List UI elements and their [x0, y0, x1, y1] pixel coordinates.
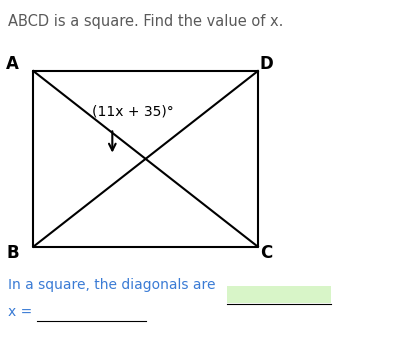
- Text: D: D: [259, 55, 273, 73]
- Bar: [227, 286, 331, 303]
- Text: x =: x =: [8, 306, 32, 319]
- Text: (11x + 35)°: (11x + 35)°: [92, 104, 173, 119]
- Text: B: B: [6, 244, 19, 263]
- Text: A: A: [6, 55, 19, 73]
- Text: C: C: [260, 244, 272, 263]
- Text: In a square, the diagonals are: In a square, the diagonals are: [8, 279, 216, 292]
- Text: ABCD is a square. Find the value of x.: ABCD is a square. Find the value of x.: [8, 14, 284, 28]
